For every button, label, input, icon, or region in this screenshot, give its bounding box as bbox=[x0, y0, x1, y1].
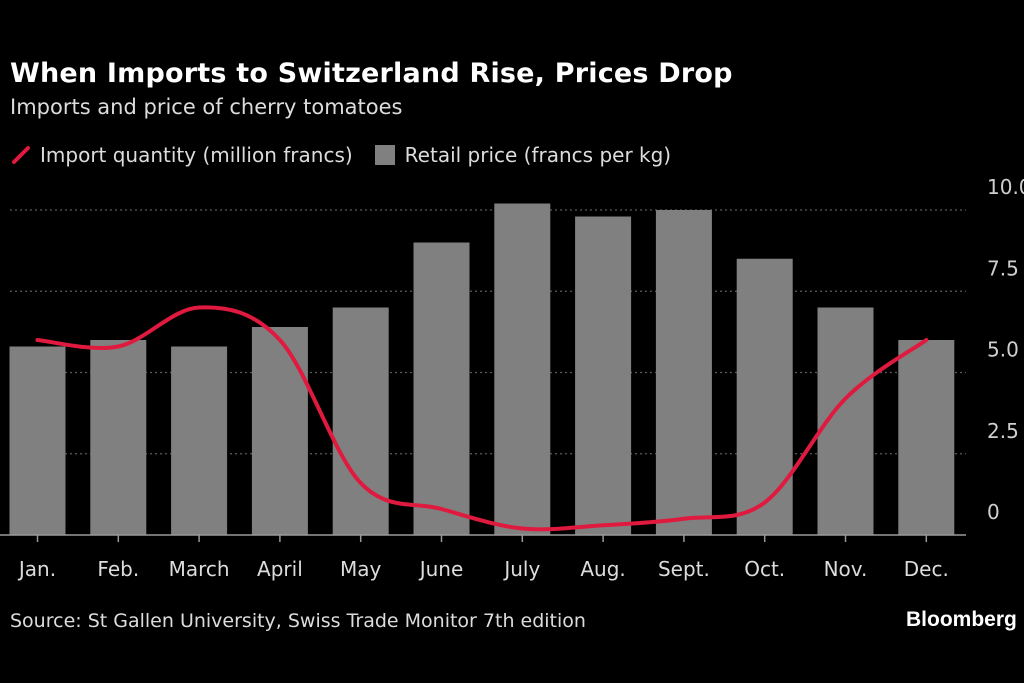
line-import-quantity bbox=[35, 305, 929, 532]
x-tick-label: Aug. bbox=[580, 557, 625, 581]
y-tick-label: 0 bbox=[987, 500, 1000, 524]
legend-item-price: Retail price (francs per kg) bbox=[374, 143, 672, 167]
legend-label-price: Retail price (francs per kg) bbox=[404, 143, 672, 167]
bar-retail-price bbox=[413, 242, 470, 535]
x-tick-label: Jan. bbox=[17, 557, 56, 581]
source-note: Source: St Gallen University, Swiss Trad… bbox=[10, 610, 586, 632]
x-tick-label: Oct. bbox=[744, 557, 785, 581]
x-tick-label: March bbox=[169, 557, 230, 581]
bar-retail-price bbox=[655, 210, 712, 535]
bar-retail-price bbox=[494, 203, 551, 535]
bar-retail-price bbox=[332, 307, 389, 535]
bar-retail-price bbox=[575, 216, 632, 535]
x-tick-label: June bbox=[418, 557, 464, 581]
x-tick-label: Sept. bbox=[658, 557, 710, 581]
legend-label-import: Import quantity (million francs) bbox=[40, 143, 353, 167]
y-tick-label: 5.0 bbox=[987, 338, 1019, 362]
bar-retail-price bbox=[736, 258, 793, 535]
chart-title: When Imports to Switzerland Rise, Prices… bbox=[10, 58, 733, 89]
x-tick-label: April bbox=[257, 557, 303, 581]
bar-retail-price bbox=[898, 340, 955, 535]
bar-retail-price bbox=[9, 346, 66, 535]
bar-retail-price bbox=[171, 346, 228, 535]
x-tick-label: Feb. bbox=[97, 557, 139, 581]
legend-bar-icon bbox=[374, 145, 395, 165]
y-tick-label: 7.5 bbox=[987, 256, 1019, 280]
x-tick-label: July bbox=[502, 557, 540, 581]
y-tick-label: 10.0 bbox=[987, 175, 1024, 199]
chart-legend: Import quantity (million francs) Retail … bbox=[10, 142, 693, 168]
legend-line-icon bbox=[12, 146, 30, 164]
x-tick-label: May bbox=[340, 557, 382, 581]
y-tick-label: 2.5 bbox=[987, 419, 1019, 443]
bar-retail-price bbox=[251, 327, 308, 535]
legend-item-import: Import quantity (million francs) bbox=[10, 142, 353, 168]
x-tick-label: Nov. bbox=[824, 557, 868, 581]
chart-subtitle: Imports and price of cherry tomatoes bbox=[10, 95, 403, 119]
bloomberg-logo: Bloomberg bbox=[906, 608, 1017, 631]
x-tick-label: Dec. bbox=[904, 557, 949, 581]
bar-retail-price bbox=[90, 340, 147, 535]
